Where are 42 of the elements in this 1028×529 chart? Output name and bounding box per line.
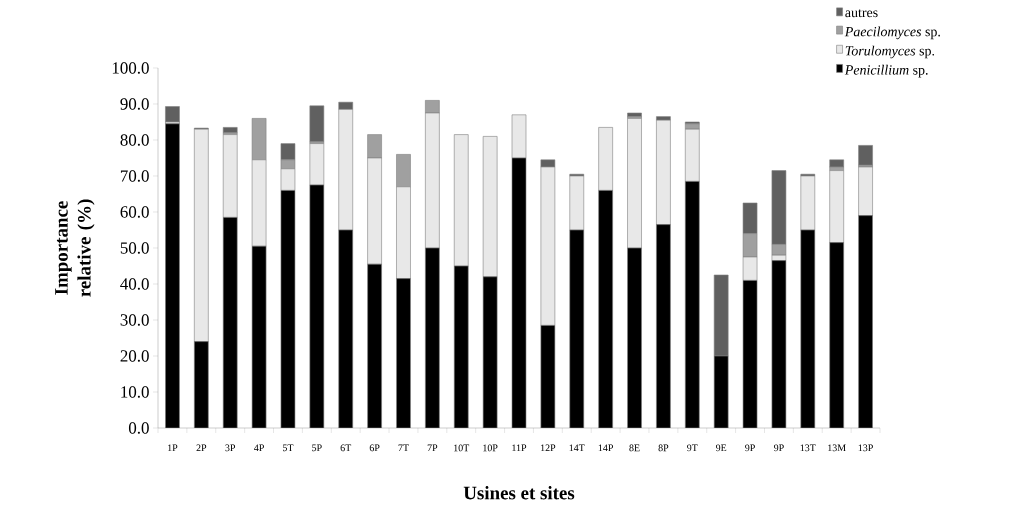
legend-label: Paecilomyces sp.: [844, 26, 940, 40]
y-tick-label: 100.0: [112, 62, 149, 74]
y-tick-label: 40.0: [120, 278, 149, 290]
x-tick-label: 8E: [629, 444, 640, 452]
y-tick-label: 90.0: [120, 98, 149, 110]
y-tick-label: 70.0: [120, 170, 149, 182]
x-tick-label: 8P: [658, 444, 669, 452]
x-tick-label: 13T: [800, 444, 816, 452]
y-axis-title: Importance relative (%): [55, 199, 95, 297]
x-tick-label: 3P: [225, 444, 236, 452]
x-axis-title: Usines et sites: [463, 486, 575, 500]
y-tick-label: 30.0: [120, 314, 149, 326]
x-tick-label: 14T: [569, 444, 585, 452]
x-tick-label: 7T: [398, 444, 409, 452]
legend-label: Torulomyces sp.: [845, 45, 935, 59]
x-tick-label: 13M: [828, 444, 846, 452]
x-tick-label: 2P: [196, 444, 207, 452]
x-tick-label: 7P: [427, 444, 438, 452]
x-tick-label: 6P: [369, 444, 380, 452]
x-tick-label: 6T: [340, 444, 352, 452]
x-tick-label: 12P: [541, 444, 556, 452]
y-tick-label: 60.0: [120, 206, 149, 218]
x-tick-label: 5T: [283, 444, 294, 452]
y-tick-label: 10.0: [121, 386, 149, 398]
x-tick-label: 1P: [168, 444, 178, 452]
legend-label: autres: [845, 9, 878, 18]
y-tick-label: 0.0: [128, 422, 149, 434]
x-tick-label: 5P: [312, 444, 322, 452]
x-tick-label: 9P: [745, 444, 755, 452]
x-tick-label: 13P: [858, 444, 873, 452]
x-tick-label: 11P: [512, 444, 527, 452]
x-tick-label: 4P: [254, 444, 264, 452]
y-tick-label: 50.0: [120, 242, 149, 254]
x-tick-label: 9E: [715, 444, 727, 452]
x-tick-label: 14P: [598, 444, 613, 452]
x-tick-label: 10P: [483, 444, 498, 452]
x-tick-label: 9T: [687, 444, 698, 452]
x-tick-label: 10T: [454, 444, 470, 452]
y-tick-label: 80.0: [120, 134, 149, 146]
x-tick-label: 9P: [773, 444, 784, 452]
y-tick-label: 20.0: [120, 350, 149, 362]
legend-label: Penicillium sp.: [844, 64, 928, 78]
